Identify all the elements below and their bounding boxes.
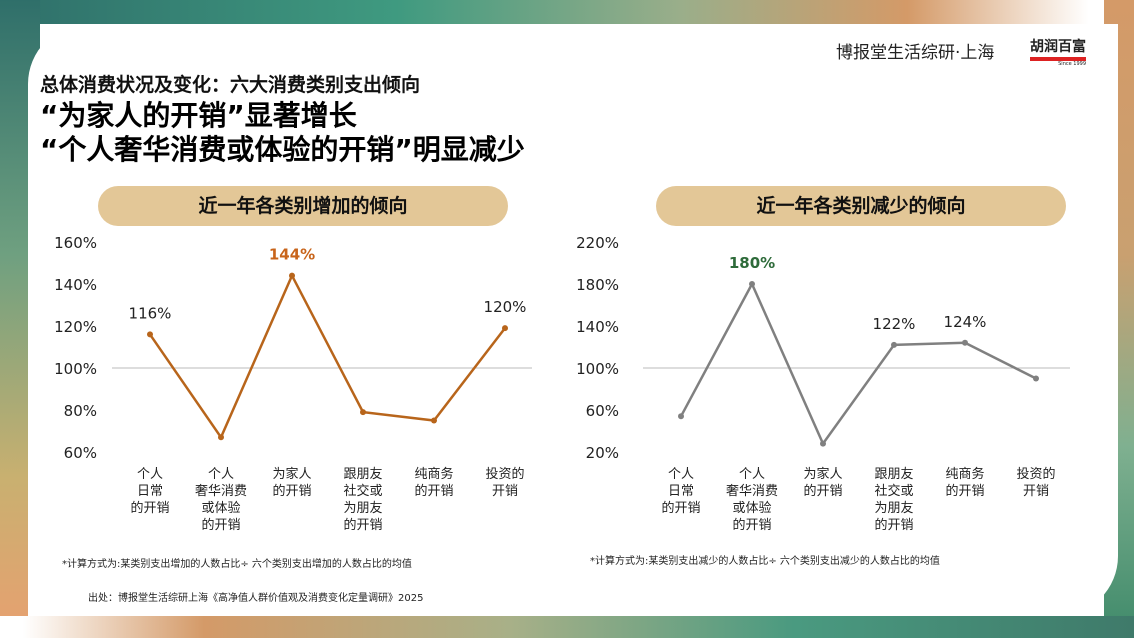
y-tick-label: 100% [54, 360, 97, 378]
series-line [679, 281, 1037, 447]
data-point [820, 440, 826, 447]
x-tick-label: 个人日常的开销 [130, 467, 169, 516]
source-note: 出处：博报堂生活综研上海《高净值人群价值观及消费变化定量调研》2025 [88, 593, 424, 604]
data-label: 122% [873, 315, 916, 333]
data-label: 124% [944, 313, 987, 331]
y-tick-label: 180% [576, 276, 619, 294]
x-tick-label: 纯商务的开销 [414, 466, 453, 499]
data-label: 120% [484, 298, 527, 316]
data-label: 116% [129, 304, 172, 322]
data-point [289, 272, 295, 279]
top-decor [0, 0, 1134, 24]
y-tick-label: 120% [54, 318, 97, 336]
x-tick-label: 纯商务的开销 [945, 466, 984, 499]
x-tick-label: 投资的开销 [485, 466, 524, 499]
chart-title-increase: 近一年各类别增加的倾向 [98, 186, 508, 226]
y-tick-label: 140% [54, 276, 97, 294]
x-tick-label: 跟朋友社交或为朋友的开销 [343, 466, 382, 533]
x-tick-label: 个人奢华消费或体验的开销 [726, 467, 778, 533]
y-tick-label: 140% [576, 318, 619, 336]
headline-2: “个人奢华消费或体验的开销”明显减少 [40, 133, 525, 166]
data-point [431, 417, 437, 424]
brand-name: 博报堂生活综研·上海 [836, 43, 995, 63]
data-point [962, 339, 968, 346]
x-tick-label: 为家人的开销 [272, 466, 311, 499]
series-line [148, 272, 506, 440]
y-tick-label: 100% [576, 360, 619, 378]
note-left: *计算方式为:某类别支出增加的人数占比÷ 六个类别支出增加的人数占比的均值 [62, 559, 412, 570]
data-point [147, 331, 153, 338]
headline-1: “为家人的开销”显著增长 [40, 99, 357, 132]
chart-title-decrease: 近一年各类别减少的倾向 [656, 186, 1066, 226]
data-point [678, 413, 684, 420]
data-label: 144% [269, 246, 315, 264]
data-point [1033, 375, 1039, 382]
data-point [749, 281, 755, 287]
y-tick-label: 220% [576, 234, 619, 252]
x-tick-label: 个人奢华消费或体验的开销 [195, 467, 247, 533]
subtitle: 总体消费状况及变化：六大消费类别支出倾向 [40, 74, 421, 96]
x-tick-label: 为家人的开销 [803, 466, 842, 499]
y-tick-label: 160% [54, 234, 97, 252]
x-tick-label: 投资的开销 [1016, 466, 1055, 499]
data-point [360, 409, 366, 416]
logo-text: 胡润百富 [1030, 39, 1086, 55]
bottom-decor [0, 616, 1134, 638]
y-tick-label: 20% [586, 444, 619, 462]
y-tick-label: 60% [64, 444, 97, 462]
y-tick-label: 60% [586, 402, 619, 420]
hurun-logo: 胡润百富 Since 1999 [1030, 36, 1086, 67]
x-tick-label: 个人日常的开销 [661, 467, 700, 516]
data-label: 180% [729, 254, 775, 272]
data-point [218, 434, 224, 441]
logo-sub: Since 1999 [1058, 61, 1086, 67]
y-tick-label: 80% [64, 402, 97, 420]
x-tick-label: 跟朋友社交或为朋友的开销 [874, 466, 913, 533]
note-right: *计算方式为:某类别支出减少的人数占比÷ 六个类别支出减少的人数占比的均值 [590, 556, 940, 567]
slide-card [28, 24, 1118, 616]
data-point [502, 325, 508, 332]
data-point [891, 341, 897, 348]
